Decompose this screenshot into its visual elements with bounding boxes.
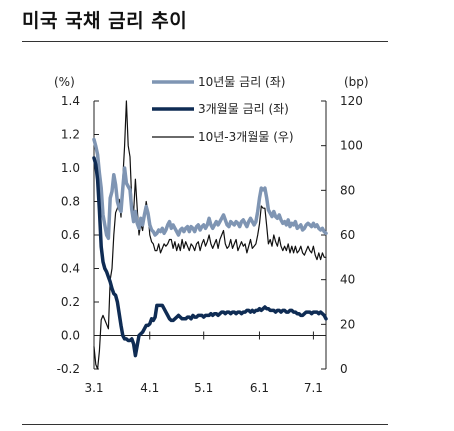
right-tick-label: 0 — [340, 362, 348, 376]
left-tick-label: 1.0 — [61, 161, 80, 175]
left-tick-label: 0.6 — [61, 228, 80, 242]
series-line-1 — [92, 137, 328, 241]
x-tick-label: 3.1 — [84, 381, 103, 395]
right-tick-label: 60 — [340, 228, 355, 242]
series-line-2 — [92, 156, 328, 358]
chart-title: 미국 국채 금리 추이 — [22, 10, 188, 32]
left-tick-label: 0.4 — [61, 262, 80, 276]
legend: 10년물 금리 (좌) 3개월물 금리 (좌) 10년-3개월물 (우) — [152, 75, 294, 144]
x-tick-label: 6.1 — [250, 381, 269, 395]
right-axis-unit: (bp) — [344, 75, 369, 89]
legend-label-1: 10년물 금리 (좌) — [198, 75, 285, 89]
legend-label-2: 3개월물 금리 (좌) — [198, 102, 289, 116]
axes: 1.4 1.2 1.0 0.8 0.6 0.4 0.2 0.0 -0.2 120 100 80 60 40… — [57, 94, 363, 395]
legend-label-3: 10년-3개월물 (우) — [198, 130, 294, 144]
left-tick-label: 0.0 — [61, 329, 80, 343]
right-tick-label: 40 — [340, 273, 355, 287]
x-tick-label: 4.1 — [140, 381, 159, 395]
left-tick-label: 1.4 — [61, 94, 80, 108]
left-tick-label: 0.2 — [61, 295, 80, 309]
right-tick-label: 100 — [340, 139, 363, 153]
right-tick-label: 20 — [340, 317, 355, 331]
right-tick-label: 120 — [340, 94, 363, 108]
left-tick-label: 1.2 — [61, 128, 80, 142]
right-tick-label: 80 — [340, 183, 355, 197]
bottom-divider — [22, 424, 388, 425]
x-tick-label: 7.1 — [304, 381, 323, 395]
left-axis-unit: (%) — [54, 75, 75, 89]
x-tick-label: 5.1 — [194, 381, 213, 395]
series-layer — [92, 100, 328, 370]
left-tick-label: 0.8 — [61, 195, 80, 209]
left-tick-label: -0.2 — [57, 362, 80, 376]
title-divider — [22, 41, 388, 42]
